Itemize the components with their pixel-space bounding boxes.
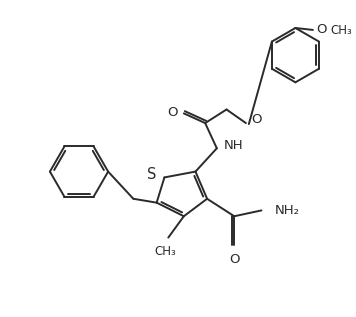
Text: CH₃: CH₃ [155,245,176,258]
Text: O: O [229,253,240,266]
Text: NH₂: NH₂ [275,204,300,217]
Text: CH₃: CH₃ [330,24,352,37]
Text: S: S [147,167,157,182]
Text: O: O [316,23,326,36]
Text: O: O [251,113,261,126]
Text: O: O [167,106,178,119]
Text: NH: NH [224,139,243,152]
